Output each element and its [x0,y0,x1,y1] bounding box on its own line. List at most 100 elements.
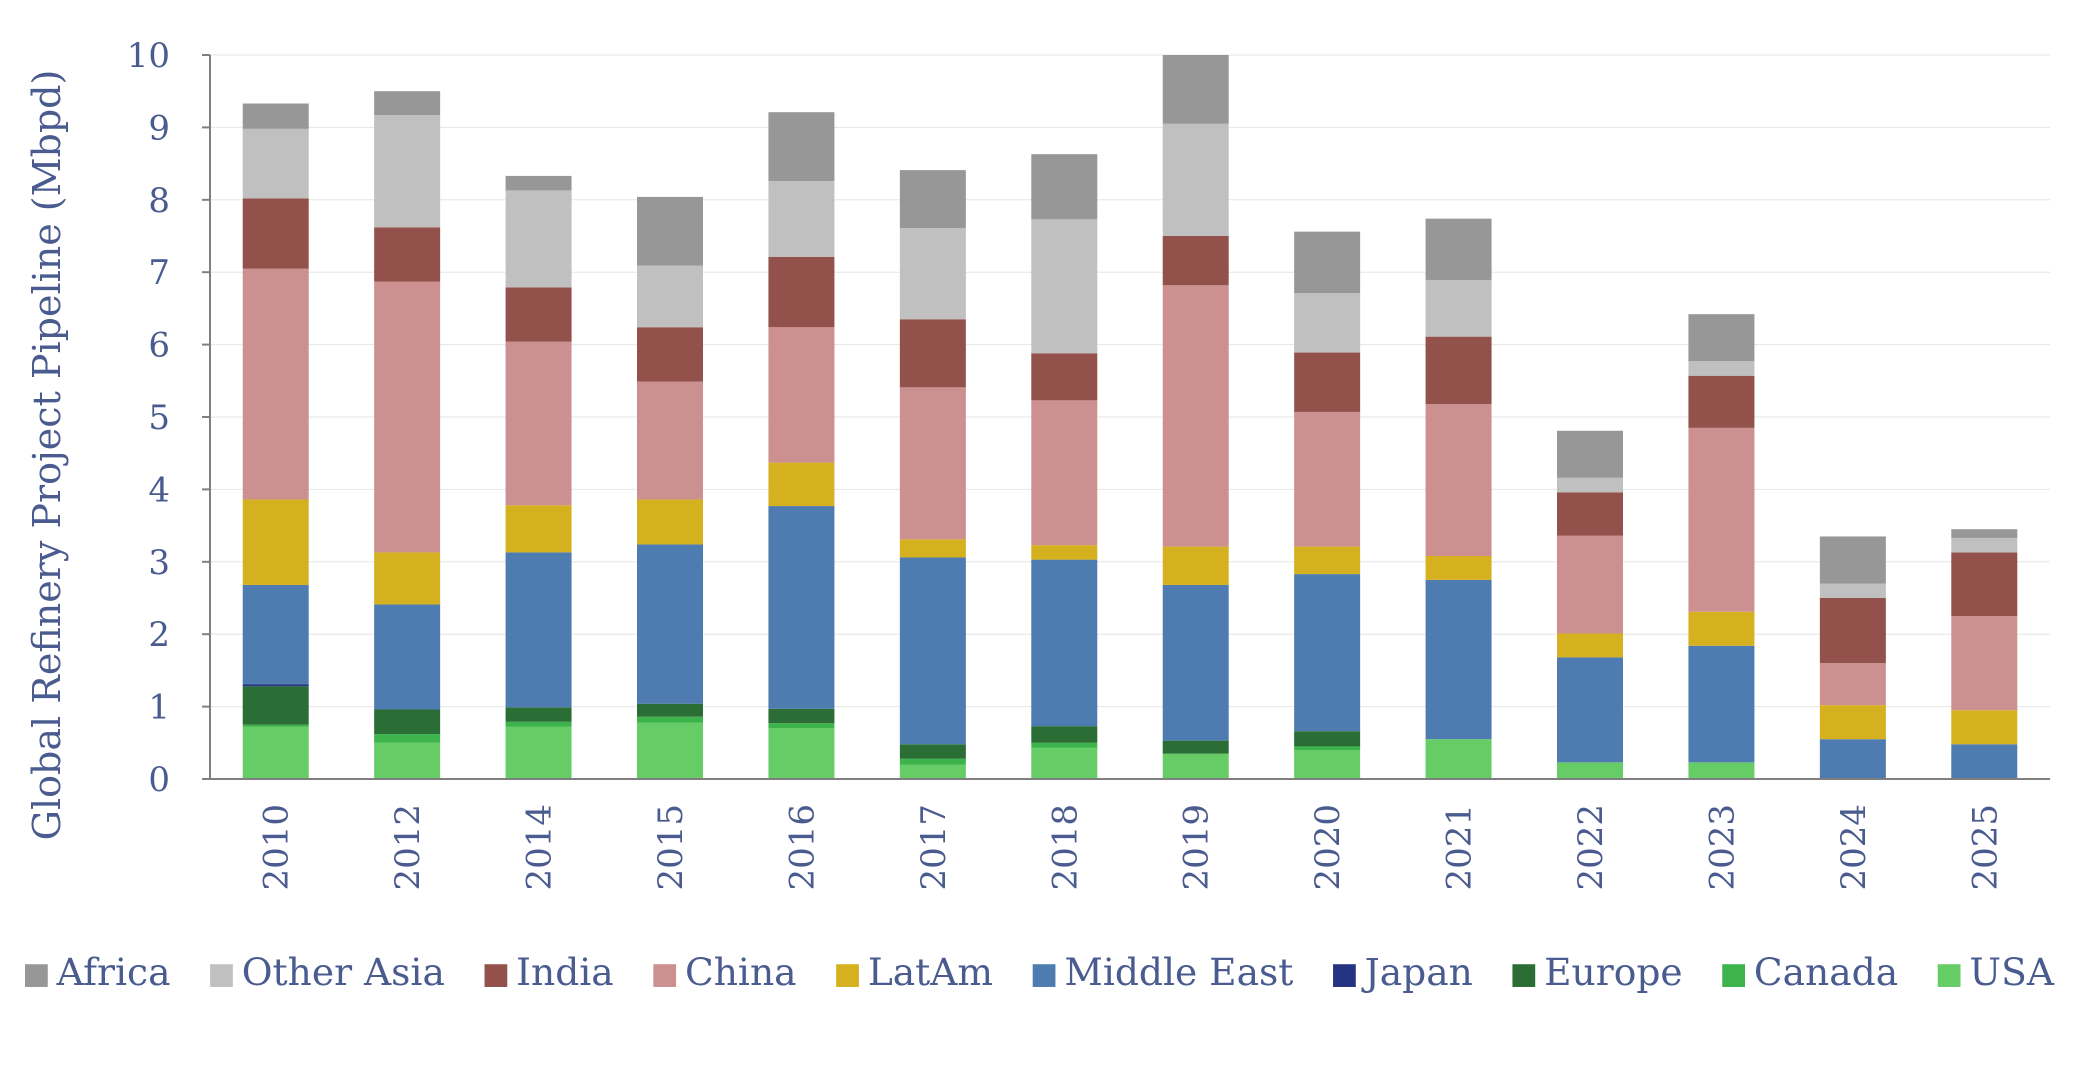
legend-label: LatAm [868,950,993,994]
legend-swatch [1722,964,1746,987]
bar-middle-east-2022 [1557,657,1623,763]
bar-other-asia-2020 [1294,293,1361,353]
legend-item-latam: LatAm [836,950,993,994]
bar-india-2020 [1294,352,1361,412]
bar-india-2016 [768,256,835,328]
bar-china-2010 [242,268,309,500]
legend-item-india: India [484,950,614,994]
legend-swatch [210,964,233,987]
bar-middle-east-2010 [242,584,309,685]
x-tick-label: 2020 [1308,804,1348,891]
x-tick-label: 2017 [914,804,954,891]
bar-china-2014 [505,341,572,506]
bar-india-2024 [1819,598,1886,664]
x-tick-label: 2012 [388,804,428,891]
legend-item-other-asia: Other Asia [210,950,445,994]
bar-latam-2020 [1294,546,1361,575]
x-tick-label: 2021 [1440,804,1480,891]
bar-latam-2014 [505,505,572,553]
bar-canada-2012 [374,734,441,743]
bar-india-2023 [1688,375,1755,428]
gridlines [210,54,2050,708]
bar-middle-east-2025 [1951,744,2018,779]
bar-other-asia-2014 [505,190,572,288]
x-tick-label: 2015 [651,804,691,891]
bar-middle-east-2017 [899,557,966,745]
legend-swatch [1333,964,1356,987]
legend-label: Africa [56,950,171,994]
legend-label: Europe [1544,950,1683,994]
bar-europe-2012 [374,709,441,735]
bar-usa-2023 [1688,762,1755,779]
bar-other-asia-2019 [1162,123,1229,236]
bar-other-asia-2017 [899,228,966,320]
bar-middle-east-2014 [505,552,572,708]
bar-japan-2010 [242,684,309,687]
legend-item-usa: USA [1937,950,2055,994]
legend-label: Middle East [1064,950,1293,994]
bar-china-2023 [1688,427,1755,612]
legend-swatch [653,964,677,987]
bar-middle-east-2023 [1688,645,1755,763]
y-tick-label: 2 [148,615,170,655]
bar-middle-east-2019 [1162,584,1229,741]
legend-item-japan: Japan [1333,950,1473,994]
bar-europe-2015 [637,703,703,717]
bar-china-2022 [1557,535,1623,634]
bar-latam-2012 [374,552,441,605]
bar-other-asia-2021 [1425,280,1492,337]
bar-other-asia-2018 [1031,219,1098,354]
bar-europe-2014 [505,707,572,722]
bar-middle-east-2024 [1819,739,1886,779]
bar-africa-2020 [1294,231,1361,294]
bar-other-asia-2012 [374,115,441,228]
bar-latam-2018 [1031,545,1098,560]
legend-item-africa: Africa [25,950,170,994]
bar-middle-east-2015 [637,544,703,704]
bar-europe-2020 [1294,731,1361,747]
legend-label: Other Asia [242,950,445,994]
bar-europe-2010 [242,686,309,725]
bar-canada-2020 [1294,746,1361,751]
bar-usa-2020 [1294,750,1361,779]
bar-canada-2018 [1031,742,1098,748]
bar-usa-2015 [637,722,703,779]
bar-india-2019 [1162,236,1229,286]
bar-canada-2015 [637,716,703,723]
bar-africa-2015 [637,196,703,266]
bar-europe-2017 [899,744,966,759]
bar-middle-east-2012 [374,604,441,710]
bar-china-2017 [899,387,966,540]
bar-usa-2021 [1425,739,1492,779]
bar-usa-2019 [1162,753,1229,779]
y-tick-label: 4 [148,470,170,510]
bar-usa-2016 [768,728,835,779]
bar-india-2017 [899,319,966,388]
bar-other-asia-2016 [768,180,835,257]
bar-latam-2024 [1819,705,1886,740]
legend-row: Africa Other Asia India China LatAm Middle Ea… [25,950,2055,994]
bar-other-asia-2024 [1819,583,1886,598]
legend: Africa Other Asia India China LatAm Middle Ea… [25,950,2055,994]
bar-india-2018 [1031,353,1098,401]
bar-canada-2017 [899,758,966,765]
bar-africa-2023 [1688,314,1755,362]
legend-swatch [25,964,48,987]
bar-africa-2012 [374,91,441,116]
bar-latam-2023 [1688,611,1755,646]
bar-india-2010 [242,198,309,269]
bar-india-2015 [637,327,703,382]
bar-china-2016 [768,327,835,463]
bar-latam-2016 [768,462,835,507]
y-tick-label: 5 [148,398,170,438]
legend-item-middle-east: Middle East [1032,950,1293,994]
bar-latam-2017 [899,539,966,558]
bar-europe-2016 [768,708,835,724]
legend-swatch [1937,964,1961,987]
bar-other-asia-2010 [242,128,309,199]
bar-africa-2016 [768,112,835,181]
legend-label: USA [1969,950,2054,994]
x-tick-label: 2023 [1702,804,1742,891]
